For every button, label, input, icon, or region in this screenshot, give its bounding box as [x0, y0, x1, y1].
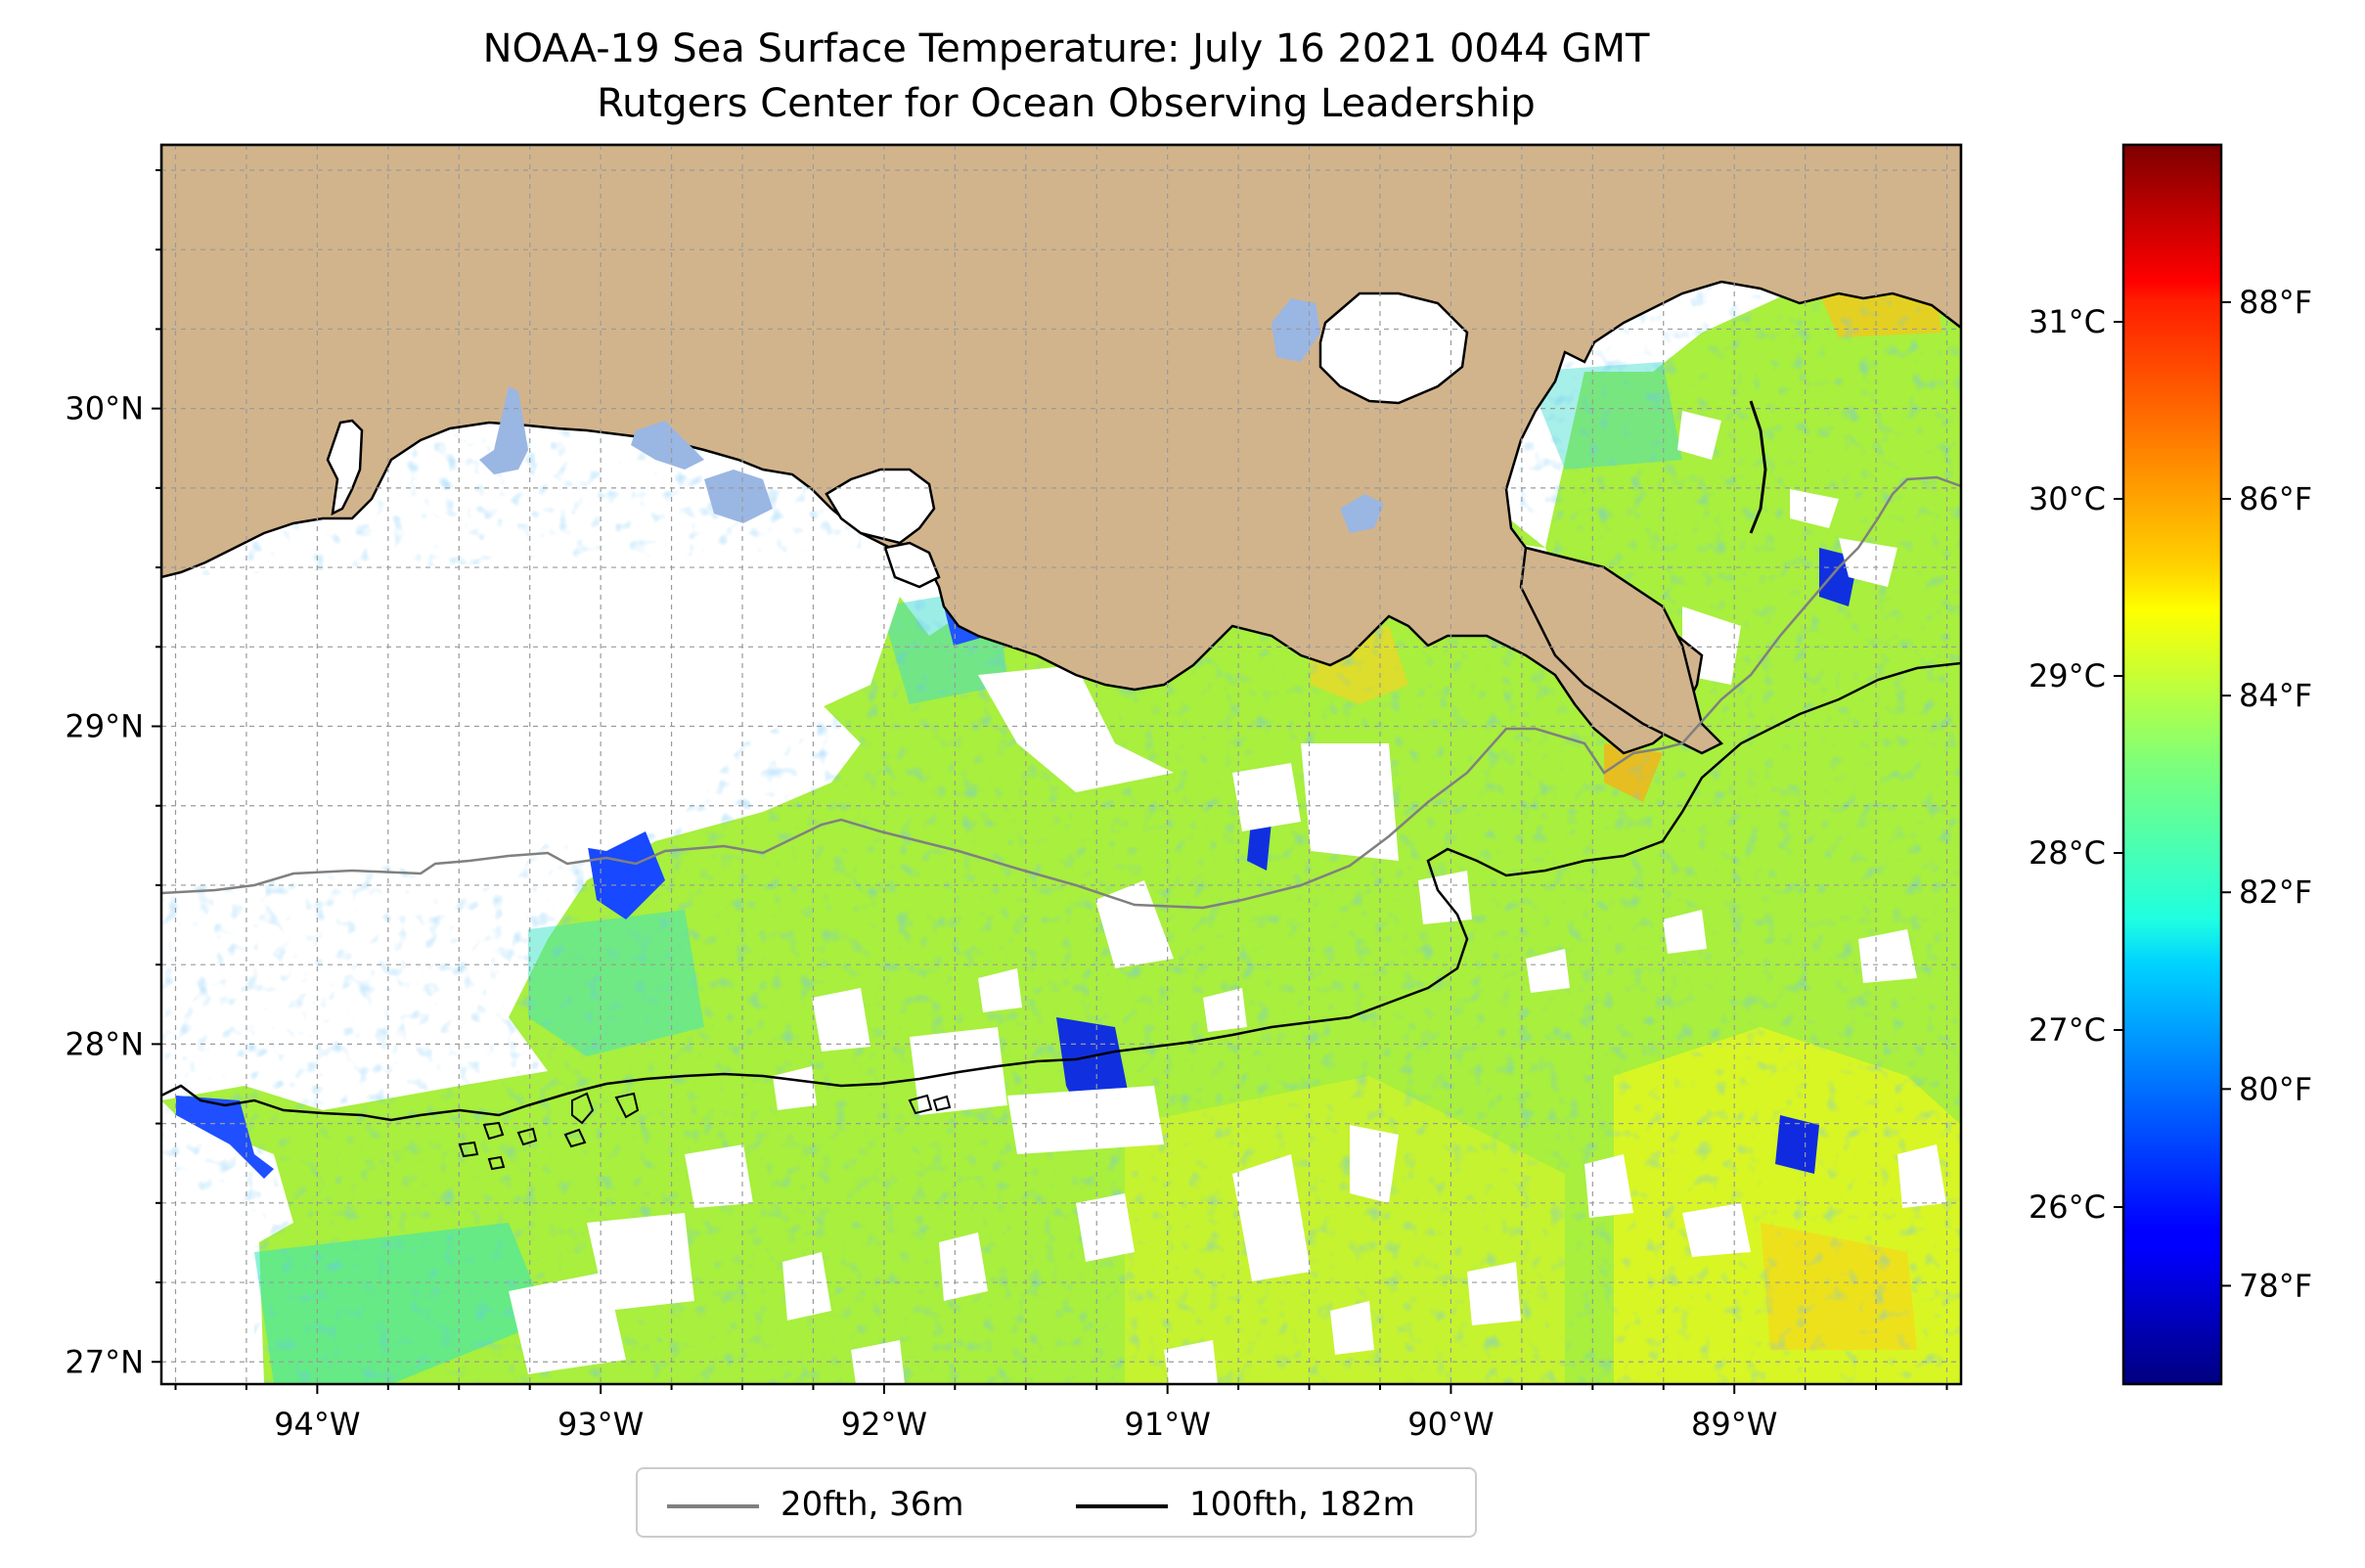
contour-20fth	[161, 475, 1961, 910]
legend-swatch-20fth	[667, 1504, 759, 1508]
lake-maurepas	[1272, 298, 1320, 362]
contour-legend: 20fth, 36m 100fth, 182m	[636, 1467, 1477, 1538]
lon-tick-label: 90°W	[1407, 1406, 1494, 1443]
fahrenheit-tick-label: 88°F	[2239, 284, 2312, 321]
lon-tick-label: 89°W	[1691, 1406, 1777, 1443]
legend-label-100fth: 100fth, 182m	[1189, 1485, 1415, 1524]
fahrenheit-tick-label: 84°F	[2239, 677, 2312, 714]
fahrenheit-tick-label: 80°F	[2239, 1070, 2312, 1107]
lon-tick-label: 94°W	[274, 1406, 360, 1443]
celsius-tick-label: 27°C	[2029, 1011, 2106, 1049]
land-mass	[161, 145, 1961, 755]
longitude-axis: 94°W 93°W 92°W 91°W 90°W 89°W	[174, 1384, 1948, 1443]
lat-tick-label: 29°N	[65, 708, 144, 745]
chandeleur-islands	[1749, 400, 1767, 534]
fahrenheit-tick-label: 78°F	[2239, 1267, 2312, 1304]
atchafalaya-bay	[883, 541, 941, 589]
lake-verret	[1340, 494, 1384, 533]
lake-pontchartrain	[1318, 291, 1469, 405]
mississippi-delta	[1519, 546, 1724, 755]
map-title: NOAA-19 Sea Surface Temperature: July 16…	[482, 26, 1650, 71]
celsius-tick-label: 31°C	[2029, 303, 2106, 340]
lon-tick-label: 93°W	[558, 1406, 644, 1443]
legend-label-20fth: 20fth, 36m	[781, 1485, 964, 1524]
colorbar-fahrenheit-axis: 88°F 86°F 84°F 82°F 80°F 78°F	[2221, 284, 2312, 1304]
map-frame	[159, 143, 1963, 1386]
colorbar-celsius-axis: 31°C 30°C 29°C 28°C 27°C 26°C	[2029, 303, 2123, 1226]
white-lake	[631, 421, 704, 470]
latitude-axis: 30°N 29°N 28°N 27°N	[65, 168, 161, 1380]
colorbar-gradient	[2121, 143, 2223, 1386]
lon-tick-label: 91°W	[1124, 1406, 1210, 1443]
shelf-bank-outlines	[458, 1092, 952, 1171]
celsius-tick-label: 29°C	[2029, 657, 2106, 694]
graticule	[161, 145, 1961, 1384]
map-subtitle: Rutgers Center for Ocean Observing Leade…	[597, 81, 1536, 126]
lat-tick-label: 27°N	[65, 1343, 144, 1380]
celsius-tick-label: 26°C	[2029, 1188, 2106, 1226]
colorbar: 31°C 30°C 29°C 28°C 27°C 26°C 88°F 86°F 84°F 82°…	[2029, 143, 2312, 1386]
fahrenheit-tick-label: 82°F	[2239, 874, 2312, 911]
lon-tick-label: 92°W	[841, 1406, 927, 1443]
lat-tick-label: 28°N	[65, 1025, 144, 1062]
sabine-lake	[326, 419, 364, 516]
lat-tick-label: 30°N	[65, 390, 144, 427]
celsius-tick-label: 28°C	[2029, 834, 2106, 872]
fahrenheit-tick-label: 86°F	[2239, 480, 2312, 517]
contour-100fth	[161, 661, 1961, 1122]
legend-swatch-100fth	[1076, 1504, 1168, 1508]
map-panel	[161, 145, 1961, 1384]
grand-lake	[704, 470, 773, 523]
celsius-tick-label: 30°C	[2029, 480, 2106, 517]
